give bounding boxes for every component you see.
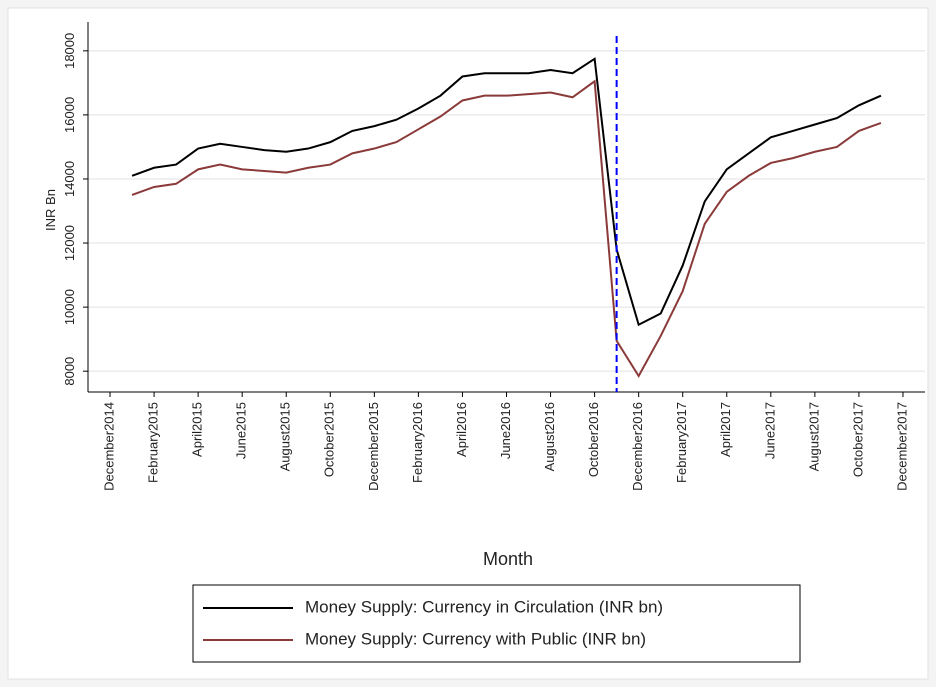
series-line bbox=[131, 79, 882, 378]
x-tick-label: August2016 bbox=[542, 402, 557, 471]
x-tick-label: December2017 bbox=[894, 402, 909, 491]
x-tick-label: October2015 bbox=[322, 402, 337, 477]
legend-label: Money Supply: Currency in Circulation (I… bbox=[305, 597, 663, 616]
series-line bbox=[131, 57, 882, 327]
x-tick-label: June2015 bbox=[234, 402, 249, 459]
x-tick-label: February2015 bbox=[146, 402, 161, 483]
x-tick-label: August2017 bbox=[806, 402, 821, 471]
x-tick-label: April2015 bbox=[190, 402, 205, 457]
y-tick-label: 8000 bbox=[62, 357, 77, 386]
x-tick-label: October2017 bbox=[850, 402, 865, 477]
x-tick-label: June2017 bbox=[762, 402, 777, 459]
legend-box bbox=[192, 584, 801, 663]
x-tick-label: October2016 bbox=[586, 402, 601, 477]
x-tick-label: December2014 bbox=[101, 402, 116, 491]
x-tick-label: April2016 bbox=[454, 402, 469, 457]
y-tick-label: 16000 bbox=[62, 97, 77, 133]
y-tick-label: 14000 bbox=[62, 161, 77, 197]
y-tick-label: 10000 bbox=[62, 289, 77, 325]
x-axis-label: Month bbox=[483, 549, 533, 569]
x-tick-label: December2015 bbox=[366, 402, 381, 491]
x-tick-label: June2016 bbox=[498, 402, 513, 459]
y-axis-label: INR Bn bbox=[43, 189, 58, 231]
legend-label: Money Supply: Currency with Public (INR … bbox=[305, 629, 646, 648]
y-tick-label: 12000 bbox=[62, 225, 77, 261]
x-tick-label: February2017 bbox=[674, 402, 689, 483]
x-tick-label: February2016 bbox=[410, 402, 425, 483]
x-tick-label: April2017 bbox=[718, 402, 733, 457]
panel bbox=[7, 7, 929, 680]
x-tick-label: December2016 bbox=[630, 402, 645, 491]
y-tick-label: 18000 bbox=[62, 33, 77, 69]
x-tick-label: August2015 bbox=[278, 402, 293, 471]
